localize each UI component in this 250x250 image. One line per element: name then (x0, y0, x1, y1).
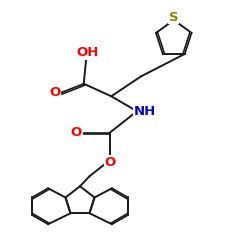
Text: NH: NH (134, 105, 156, 118)
Text: O: O (50, 86, 60, 99)
Text: O: O (104, 156, 116, 169)
Text: S: S (169, 10, 178, 24)
Text: OH: OH (76, 46, 99, 59)
Text: O: O (71, 126, 82, 139)
